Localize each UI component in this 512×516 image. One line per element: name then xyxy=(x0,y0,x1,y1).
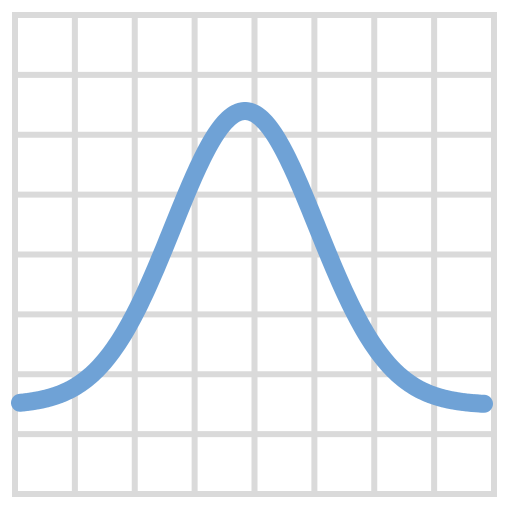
bell-curve-line xyxy=(11,102,493,413)
chart-grid xyxy=(12,12,497,497)
